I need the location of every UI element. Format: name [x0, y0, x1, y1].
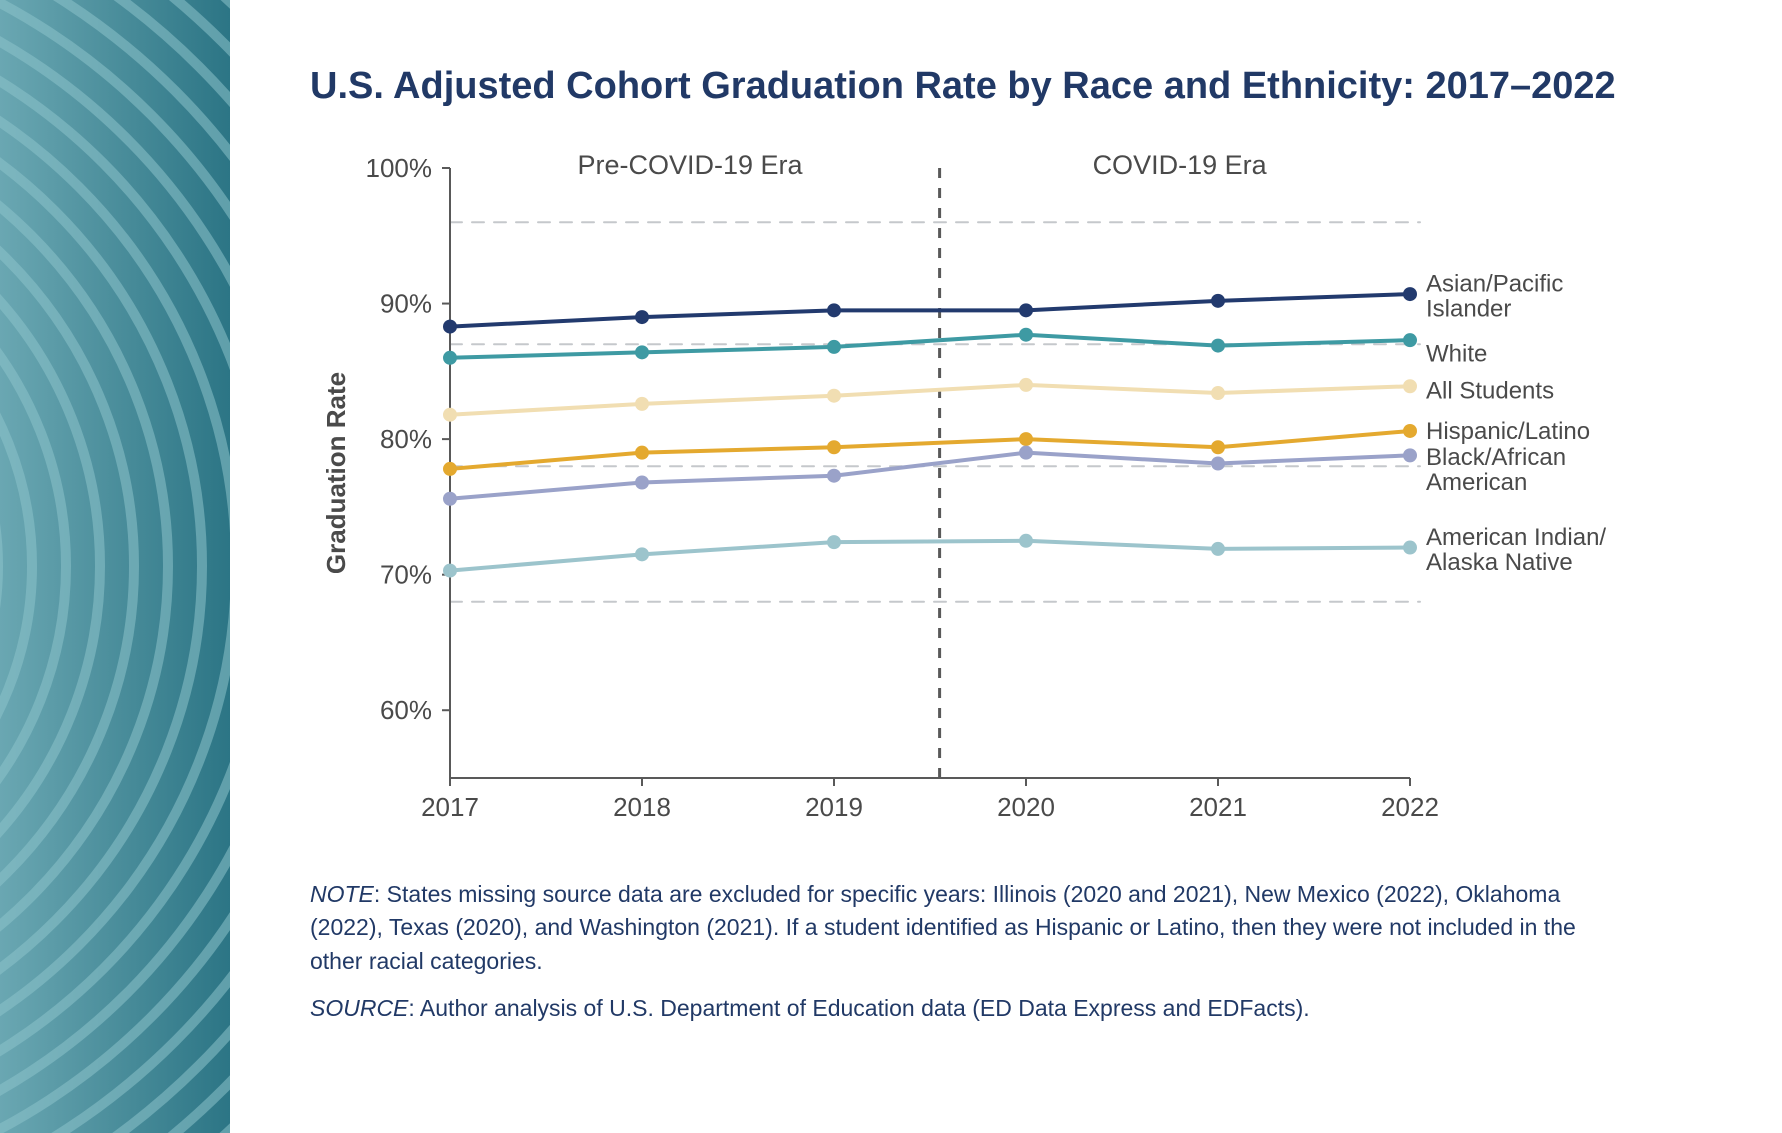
- series-point-hispanic-latino: [635, 446, 649, 460]
- series-point-hispanic-latino: [1019, 432, 1033, 446]
- series-point-hispanic-latino: [1403, 424, 1417, 438]
- series-point-all-students: [1019, 378, 1033, 392]
- series-point-american-indian-alaska-native: [827, 535, 841, 549]
- series-point-white: [1403, 333, 1417, 347]
- series-point-american-indian-alaska-native: [1019, 534, 1033, 548]
- content-area: U.S. Adjusted Cohort Graduation Rate by …: [230, 0, 1782, 1133]
- legend-label-white: White: [1426, 341, 1487, 368]
- series-point-all-students: [443, 408, 457, 422]
- series-point-asian-pacific-islander: [635, 310, 649, 324]
- svg-text:2017: 2017: [421, 792, 479, 822]
- svg-text:100%: 100%: [366, 153, 433, 183]
- series-point-black-african-american: [443, 492, 457, 506]
- series-point-all-students: [1211, 386, 1225, 400]
- series-point-hispanic-latino: [827, 440, 841, 454]
- note-label-emph: NOTE: [310, 881, 374, 907]
- series-point-asian-pacific-islander: [443, 320, 457, 334]
- svg-text:Graduation Rate: Graduation Rate: [321, 372, 351, 574]
- series-point-american-indian-alaska-native: [635, 547, 649, 561]
- series-point-american-indian-alaska-native: [1403, 541, 1417, 555]
- svg-text:2022: 2022: [1381, 792, 1439, 822]
- svg-text:2018: 2018: [613, 792, 671, 822]
- legend-label-hispanic-latino: Hispanic/Latino: [1426, 418, 1590, 445]
- series-point-asian-pacific-islander: [1403, 287, 1417, 301]
- svg-text:80%: 80%: [380, 424, 432, 454]
- svg-text:2021: 2021: [1189, 792, 1247, 822]
- source-label-emph: SOURCE: [310, 995, 408, 1021]
- chart-svg: 60% 70% 80% 90% 100% 2017 2018 2019 2020 2021 2022…: [310, 138, 1720, 838]
- footnotes: NOTE: States missing source data are exc…: [310, 878, 1590, 1025]
- series-point-american-indian-alaska-native: [443, 564, 457, 578]
- svg-text:60%: 60%: [380, 695, 432, 725]
- series-point-black-african-american: [1019, 446, 1033, 460]
- svg-text:2020: 2020: [997, 792, 1055, 822]
- series-point-all-students: [827, 389, 841, 403]
- series-point-white: [827, 340, 841, 354]
- note-text: : States missing source data are exclude…: [310, 881, 1576, 974]
- series-point-white: [1019, 328, 1033, 342]
- svg-text:90%: 90%: [380, 289, 432, 319]
- series-point-asian-pacific-islander: [1211, 294, 1225, 308]
- chart-container: 60% 70% 80% 90% 100% 2017 2018 2019 2020 2021 2022…: [310, 138, 1720, 838]
- svg-text:COVID-19 Era: COVID-19 Era: [1093, 150, 1268, 180]
- svg-text:2019: 2019: [805, 792, 863, 822]
- source-line: SOURCE: Author analysis of U.S. Departme…: [310, 992, 1590, 1025]
- series-point-black-african-american: [1211, 457, 1225, 471]
- series-point-black-african-american: [635, 475, 649, 489]
- chart-title: U.S. Adjusted Cohort Graduation Rate by …: [310, 65, 1722, 108]
- series-point-white: [1211, 339, 1225, 353]
- series-point-asian-pacific-islander: [1019, 303, 1033, 317]
- source-text: : Author analysis of U.S. Department of …: [408, 995, 1309, 1021]
- series-point-american-indian-alaska-native: [1211, 542, 1225, 556]
- note-line: NOTE: States missing source data are exc…: [310, 878, 1590, 978]
- series-point-white: [635, 345, 649, 359]
- page: U.S. Adjusted Cohort Graduation Rate by …: [0, 0, 1782, 1133]
- series-point-black-african-american: [1403, 448, 1417, 462]
- svg-text:Pre-COVID-19 Era: Pre-COVID-19 Era: [577, 150, 803, 180]
- series-point-all-students: [635, 397, 649, 411]
- legend-label-all-students: All Students: [1426, 377, 1554, 404]
- series-point-asian-pacific-islander: [827, 303, 841, 317]
- decor-band: [0, 0, 230, 1133]
- series-point-black-african-american: [827, 469, 841, 483]
- series-point-hispanic-latino: [1211, 440, 1225, 454]
- series-point-all-students: [1403, 379, 1417, 393]
- svg-text:70%: 70%: [380, 560, 432, 590]
- series-point-white: [443, 351, 457, 365]
- series-point-hispanic-latino: [443, 462, 457, 476]
- decor-svg: [0, 0, 230, 1133]
